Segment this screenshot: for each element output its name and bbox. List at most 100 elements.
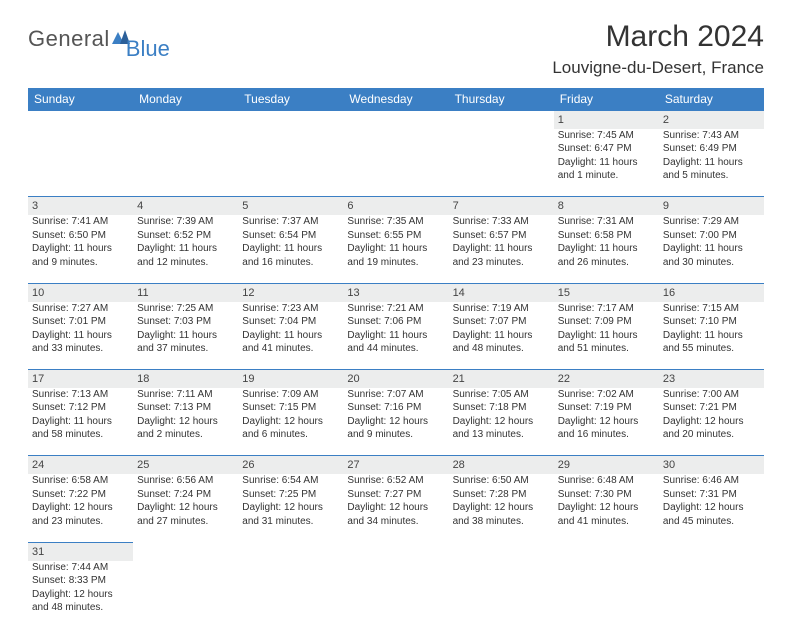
day-detail-cell: Sunrise: 7:17 AMSunset: 7:09 PMDaylight:… — [554, 302, 659, 370]
weekday-header: Saturday — [659, 88, 764, 111]
daylight-text-1: Daylight: 11 hours — [558, 329, 655, 343]
day-detail-cell: Sunrise: 7:00 AMSunset: 7:21 PMDaylight:… — [659, 388, 764, 456]
day-number-cell: 14 — [449, 283, 554, 301]
sunset-text: Sunset: 7:30 PM — [558, 488, 655, 502]
daylight-text-1: Daylight: 11 hours — [663, 329, 760, 343]
day-number-cell: 25 — [133, 456, 238, 474]
sunset-text: Sunset: 6:55 PM — [347, 229, 444, 243]
sunrise-text: Sunrise: 7:45 AM — [558, 129, 655, 143]
sunrise-text: Sunrise: 7:37 AM — [242, 215, 339, 229]
sunrise-text: Sunrise: 7:19 AM — [453, 302, 550, 316]
day-detail-cell: Sunrise: 7:33 AMSunset: 6:57 PMDaylight:… — [449, 215, 554, 283]
daylight-text-2: and 58 minutes. — [32, 428, 129, 442]
sunset-text: Sunset: 7:12 PM — [32, 401, 129, 415]
day-number-cell: 11 — [133, 283, 238, 301]
calendar-header: SundayMondayTuesdayWednesdayThursdayFrid… — [28, 88, 764, 111]
daylight-text-2: and 33 minutes. — [32, 342, 129, 356]
daylight-text-2: and 23 minutes. — [32, 515, 129, 529]
day-number-cell: 23 — [659, 370, 764, 388]
daylight-text-1: Daylight: 11 hours — [453, 242, 550, 256]
header: General Blue March 2024 Louvigne-du-Dese… — [28, 20, 764, 78]
daylight-text-1: Daylight: 12 hours — [663, 501, 760, 515]
day-detail-cell — [343, 561, 448, 629]
daylight-text-2: and 12 minutes. — [137, 256, 234, 270]
day-detail-cell — [28, 129, 133, 197]
daylight-text-2: and 38 minutes. — [453, 515, 550, 529]
daylight-text-1: Daylight: 12 hours — [453, 415, 550, 429]
day-number-cell: 16 — [659, 283, 764, 301]
daylight-text-2: and 6 minutes. — [242, 428, 339, 442]
daylight-text-2: and 41 minutes. — [242, 342, 339, 356]
day-number-cell — [343, 542, 448, 560]
day-number-cell: 28 — [449, 456, 554, 474]
daylight-text-1: Daylight: 12 hours — [137, 501, 234, 515]
daylight-text-1: Daylight: 12 hours — [242, 501, 339, 515]
day-detail-cell: Sunrise: 6:58 AMSunset: 7:22 PMDaylight:… — [28, 474, 133, 542]
daylight-text-1: Daylight: 11 hours — [137, 329, 234, 343]
sunrise-text: Sunrise: 7:39 AM — [137, 215, 234, 229]
weekday-header: Friday — [554, 88, 659, 111]
day-number-cell: 26 — [238, 456, 343, 474]
sunset-text: Sunset: 7:01 PM — [32, 315, 129, 329]
daylight-text-1: Daylight: 11 hours — [242, 242, 339, 256]
daylight-text-2: and 16 minutes. — [242, 256, 339, 270]
day-detail-cell: Sunrise: 7:44 AMSunset: 8:33 PMDaylight:… — [28, 561, 133, 629]
day-number-cell: 2 — [659, 111, 764, 129]
weekday-header: Sunday — [28, 88, 133, 111]
day-detail-row: Sunrise: 6:58 AMSunset: 7:22 PMDaylight:… — [28, 474, 764, 542]
day-number-cell: 17 — [28, 370, 133, 388]
day-detail-cell: Sunrise: 6:54 AMSunset: 7:25 PMDaylight:… — [238, 474, 343, 542]
day-detail-row: Sunrise: 7:27 AMSunset: 7:01 PM Daylight:… — [28, 302, 764, 370]
sunset-text: Sunset: 6:58 PM — [558, 229, 655, 243]
sunrise-text: Sunrise: 7:27 AM — [32, 302, 129, 316]
sunset-text: Sunset: 7:15 PM — [242, 401, 339, 415]
weekday-header: Monday — [133, 88, 238, 111]
day-detail-row: Sunrise: 7:41 AMSunset: 6:50 PMDaylight:… — [28, 215, 764, 283]
daylight-text-1: Daylight: 12 hours — [242, 415, 339, 429]
daylight-text-1: Daylight: 11 hours — [242, 329, 339, 343]
logo-text-blue: Blue — [126, 36, 170, 62]
day-detail-cell: Sunrise: 6:50 AMSunset: 7:28 PMDaylight:… — [449, 474, 554, 542]
day-detail-cell: Sunrise: 6:52 AMSunset: 7:27 PMDaylight:… — [343, 474, 448, 542]
day-detail-cell: Sunrise: 7:25 AMSunset: 7:03 PMDaylight:… — [133, 302, 238, 370]
day-number-row: 3456789 — [28, 197, 764, 215]
sunset-text: Sunset: 7:18 PM — [453, 401, 550, 415]
sunset-text: Sunset: 7:04 PM — [242, 315, 339, 329]
daylight-text-1: Daylight: 12 hours — [558, 501, 655, 515]
sunrise-text: Sunrise: 7:33 AM — [453, 215, 550, 229]
day-number-cell: 18 — [133, 370, 238, 388]
day-detail-cell: Sunrise: 7:37 AMSunset: 6:54 PMDaylight:… — [238, 215, 343, 283]
day-number-row: 31 — [28, 542, 764, 560]
sunset-text: Sunset: 6:57 PM — [453, 229, 550, 243]
day-detail-cell: Sunrise: 6:56 AMSunset: 7:24 PMDaylight:… — [133, 474, 238, 542]
day-number-cell: 31 — [28, 542, 133, 560]
daylight-text-2: and 41 minutes. — [558, 515, 655, 529]
sunrise-text: Sunrise: 7:21 AM — [347, 302, 444, 316]
day-detail-cell — [449, 561, 554, 629]
sunrise-text: Sunrise: 7:29 AM — [663, 215, 760, 229]
sunset-text: Sunset: 7:19 PM — [558, 401, 655, 415]
day-number-cell: 9 — [659, 197, 764, 215]
daylight-text-2: and 34 minutes. — [347, 515, 444, 529]
sunrise-text: Sunrise: 6:58 AM — [32, 474, 129, 488]
day-detail-cell — [133, 561, 238, 629]
sunrise-text: Sunrise: 6:48 AM — [558, 474, 655, 488]
day-detail-cell: Sunrise: 7:29 AMSunset: 7:00 PMDaylight:… — [659, 215, 764, 283]
sunrise-text: Sunrise: 7:02 AM — [558, 388, 655, 402]
daylight-text-1: Daylight: 12 hours — [663, 415, 760, 429]
daylight-text-2: and 5 minutes. — [663, 169, 760, 183]
day-detail-cell: Sunrise: 7:39 AMSunset: 6:52 PMDaylight:… — [133, 215, 238, 283]
day-number-row: 24252627282930 — [28, 456, 764, 474]
day-detail-cell — [343, 129, 448, 197]
daylight-text-1: Daylight: 12 hours — [32, 588, 129, 602]
daylight-text-1: Daylight: 11 hours — [663, 156, 760, 170]
day-detail-cell: Sunrise: 7:13 AMSunset: 7:12 PMDaylight:… — [28, 388, 133, 456]
sunrise-text: Sunrise: 7:35 AM — [347, 215, 444, 229]
day-number-cell: 27 — [343, 456, 448, 474]
daylight-text-2: and 48 minutes. — [453, 342, 550, 356]
logo-text-general: General — [28, 26, 110, 52]
sunrise-text: Sunrise: 7:13 AM — [32, 388, 129, 402]
daylight-text-1: Daylight: 11 hours — [558, 156, 655, 170]
daylight-text-2: and 20 minutes. — [663, 428, 760, 442]
sunset-text: Sunset: 7:06 PM — [347, 315, 444, 329]
